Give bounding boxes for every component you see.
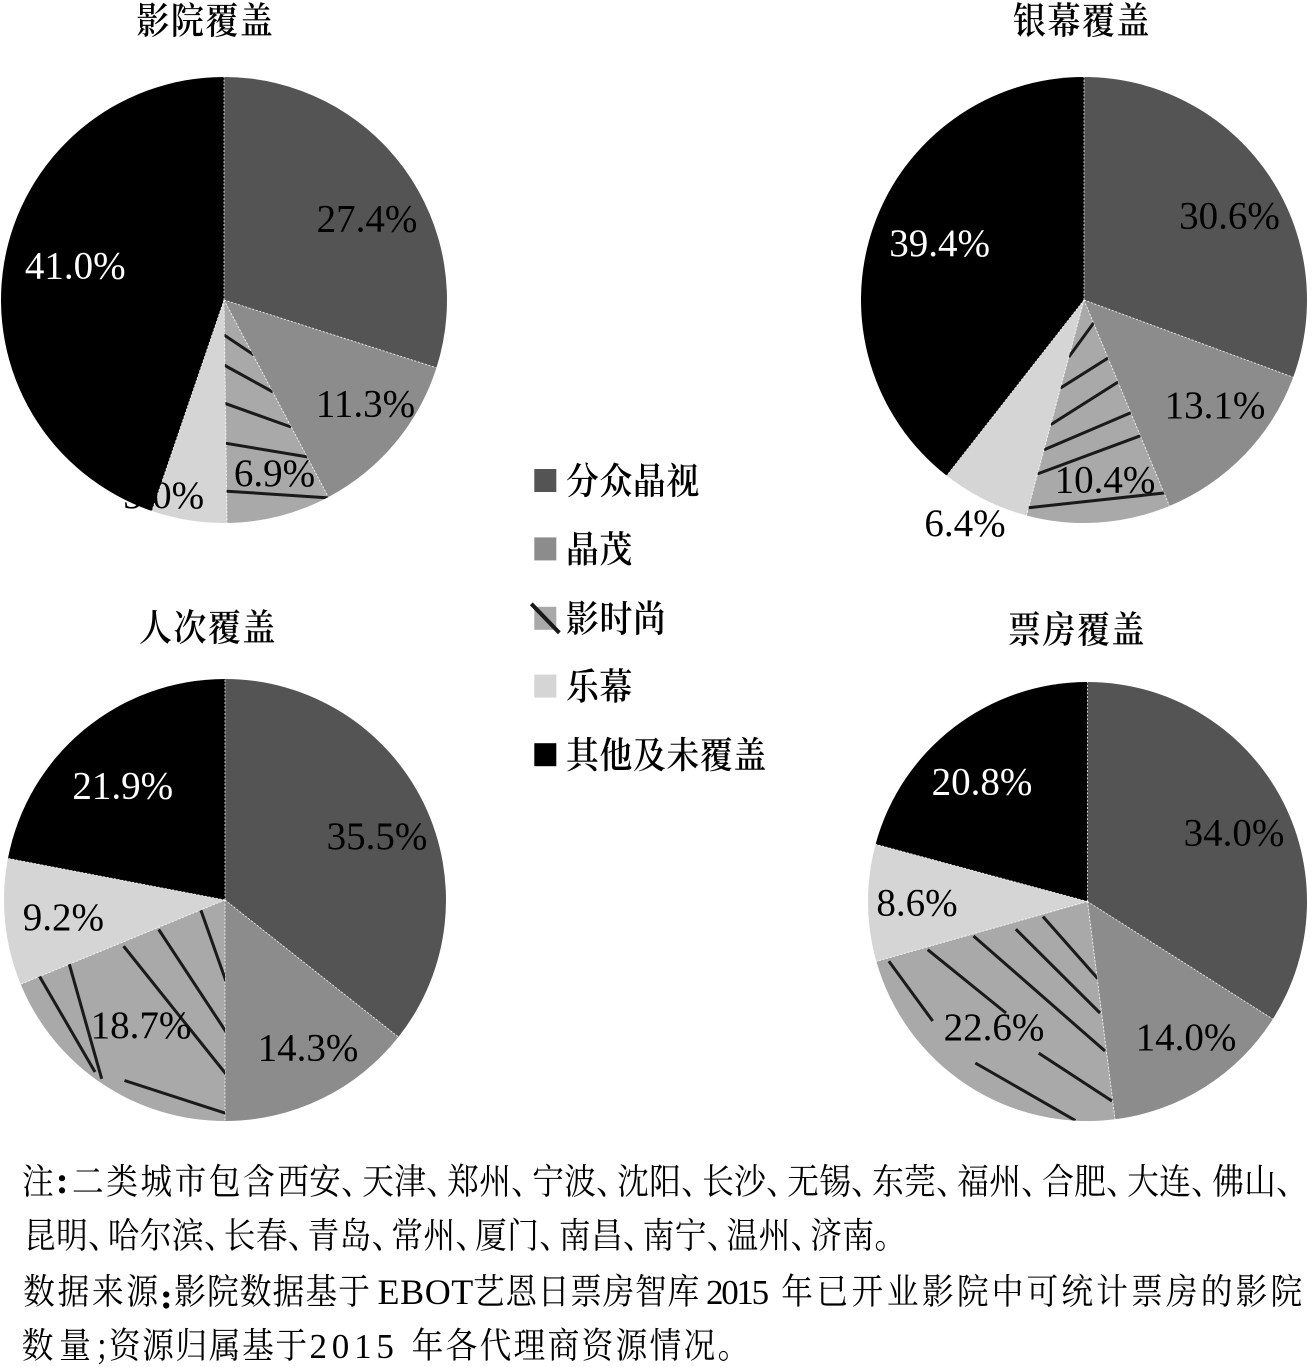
svg-text:14.0%: 14.0%	[1136, 1016, 1237, 1059]
svg-text:2015: 2015	[310, 1327, 399, 1366]
svg-text:14.3%: 14.3%	[258, 1027, 359, 1070]
svg-text:39.4%: 39.4%	[889, 222, 990, 265]
svg-text:13.1%: 13.1%	[1165, 384, 1266, 427]
svg-text:41.0%: 41.0%	[25, 245, 126, 288]
svg-text:9.2%: 9.2%	[23, 896, 104, 939]
svg-text:22.6%: 22.6%	[944, 1006, 1045, 1049]
svg-text:6.4%: 6.4%	[924, 502, 1005, 545]
svg-text:10.4%: 10.4%	[1055, 459, 1156, 502]
svg-text:11.3%: 11.3%	[316, 383, 415, 426]
svg-text:34.0%: 34.0%	[1184, 812, 1285, 855]
svg-text:18.7%: 18.7%	[91, 1004, 192, 1047]
svg-text:35.5%: 35.5%	[327, 815, 428, 858]
svg-text:EBOT: EBOT	[378, 1272, 474, 1312]
svg-text:21.9%: 21.9%	[72, 765, 173, 808]
svg-text:30.6%: 30.6%	[1179, 195, 1280, 238]
svg-text:27.4%: 27.4%	[317, 198, 418, 241]
svg-text:5.0%: 5.0%	[123, 474, 204, 517]
svg-text:6.9%: 6.9%	[234, 452, 315, 495]
svg-text:2015: 2015	[706, 1273, 769, 1312]
svg-text:20.8%: 20.8%	[932, 761, 1033, 804]
svg-text:8.6%: 8.6%	[876, 882, 957, 925]
